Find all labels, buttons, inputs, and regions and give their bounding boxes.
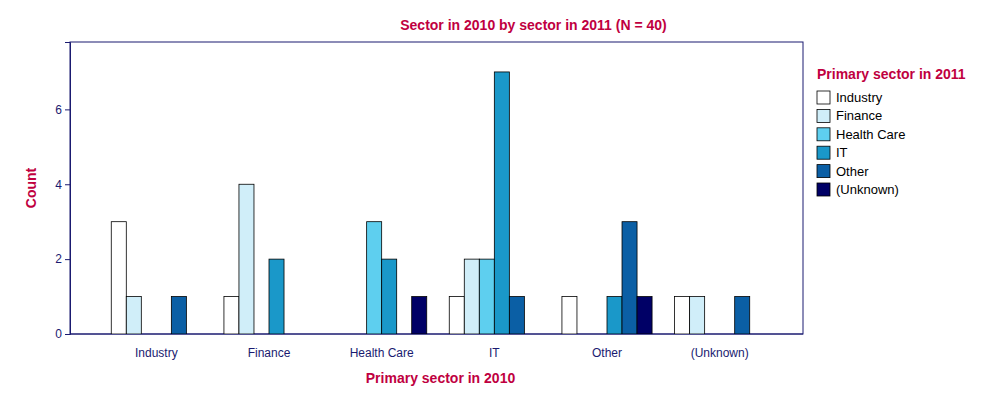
y-tick: 2 — [55, 252, 70, 266]
legend-swatch — [817, 146, 830, 159]
y-tick-label: 6 — [55, 103, 62, 117]
y-tick-mark — [65, 334, 70, 335]
plot-frame — [70, 42, 803, 334]
bar — [186, 334, 201, 335]
bar — [750, 334, 765, 335]
legend-title: Primary sector in 2011 — [817, 66, 966, 82]
legend-label: IT — [836, 145, 848, 160]
y-axis-line — [65, 43, 71, 335]
bar — [284, 334, 299, 335]
x-tick-label: Industry — [135, 346, 178, 360]
legend-swatch — [817, 183, 830, 196]
bar — [449, 297, 464, 334]
x-tick-label: Other — [592, 346, 622, 360]
bar — [337, 334, 352, 335]
x-tick: (Unknown) — [691, 334, 749, 360]
x-tick: Finance — [248, 334, 291, 360]
legend-label: Industry — [836, 90, 883, 105]
y-tick: 4 — [55, 178, 70, 192]
legend-label: Health Care — [836, 127, 905, 142]
bar — [622, 222, 637, 334]
bar — [269, 259, 284, 334]
x-tick-label: (Unknown) — [691, 346, 749, 360]
y-tick-label: 4 — [55, 178, 62, 192]
y-axis: 0 2 4 6 — [55, 43, 70, 342]
bar — [156, 334, 171, 335]
bar — [675, 297, 690, 334]
bar — [126, 297, 141, 334]
x-tick: Other — [592, 334, 622, 360]
y-tick-mark — [65, 184, 70, 185]
y-tick: 6 — [55, 103, 70, 117]
bar — [397, 334, 412, 335]
y-tick: 0 — [55, 327, 70, 341]
bar — [141, 334, 156, 335]
bar — [690, 297, 705, 334]
bar — [464, 259, 479, 334]
legend-swatch — [817, 91, 830, 104]
bar — [299, 334, 314, 335]
bar — [224, 297, 239, 334]
legend-label: Other — [836, 164, 869, 179]
legend: Primary sector in 2011 Industry Finance Hea… — [817, 66, 966, 197]
legend-swatch — [817, 165, 830, 178]
legend-swatch — [817, 109, 830, 122]
x-tick-label: Health Care — [350, 346, 414, 360]
bar — [577, 334, 592, 335]
bar — [412, 297, 427, 334]
y-tick-mark — [65, 109, 70, 110]
chart: 0 2 4 6 Industry Finance Health Care IT Other (Un… — [0, 0, 991, 406]
legend-swatch — [817, 128, 830, 141]
x-tick: Industry — [135, 334, 178, 360]
bar — [562, 297, 577, 334]
legend-label: (Unknown) — [836, 182, 899, 197]
bar — [607, 297, 622, 334]
bar — [494, 72, 509, 334]
bar — [382, 259, 397, 334]
bar — [592, 334, 607, 335]
y-tick-label: 0 — [55, 327, 62, 341]
bar — [705, 334, 720, 335]
x-tick-label: IT — [489, 346, 500, 360]
bars — [111, 72, 749, 334]
title: Sector in 2010 by sector in 2011 (N = 40… — [400, 17, 667, 33]
x-axis-title: Primary sector in 2010 — [366, 370, 516, 386]
x-tick: Health Care — [350, 334, 414, 360]
bar — [352, 334, 367, 335]
bar — [720, 334, 735, 335]
x-axis: Industry Finance Health Care IT Other (Unknow… — [70, 334, 803, 360]
bar — [171, 297, 186, 334]
bar — [479, 259, 494, 334]
bar — [735, 297, 750, 334]
bar — [367, 222, 382, 334]
x-tick-label: Finance — [248, 346, 291, 360]
bar — [111, 222, 126, 334]
y-axis-title: Count — [23, 167, 39, 208]
bar — [524, 334, 539, 335]
bar — [254, 334, 269, 335]
bar — [239, 184, 254, 334]
bar — [637, 297, 652, 334]
y-tick-mark — [65, 259, 70, 260]
x-tick: IT — [489, 334, 500, 360]
legend-label: Finance — [836, 108, 882, 123]
bar — [509, 297, 524, 334]
y-tick-label: 2 — [55, 252, 62, 266]
